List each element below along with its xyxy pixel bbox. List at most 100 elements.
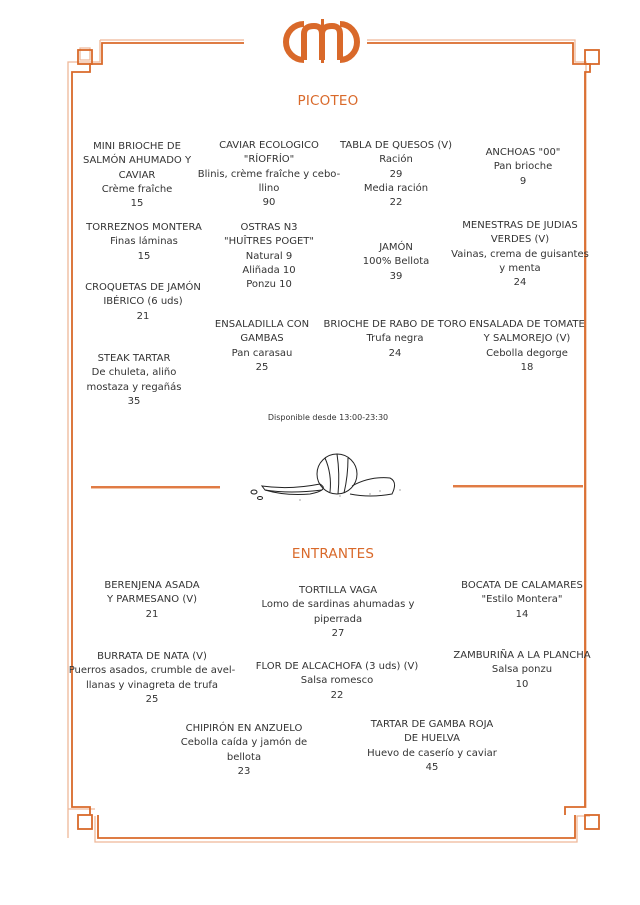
menu-item-price: 25 <box>255 361 269 373</box>
section-title-picoteo: PICOTEO <box>297 93 359 109</box>
menu-item-price: 21 <box>145 608 159 620</box>
divider-right <box>453 485 583 487</box>
menu-item: MINI BRIOCHE DE SALMÓN AHUMADO Y CAVIAR Crè… <box>52 140 222 211</box>
menu-item-description: mostaza y regañás <box>86 381 182 393</box>
menu-item-price: 24 <box>388 347 402 359</box>
menu-item: BURRATA DE NATA (V) Puerros asados, crumb… <box>67 650 237 707</box>
menu-item-description: Media ración <box>363 182 429 194</box>
menu-item-description: GAMBAS <box>240 333 284 345</box>
menu-item-description: bellota <box>226 751 262 763</box>
menu-item-description: y menta <box>499 262 541 274</box>
menu-item: ENSALADA DE TOMATE Y SALMOREJO (V) Cebolla… <box>442 318 612 375</box>
menu-item-description: Vainas, crema de guisantes <box>451 248 589 260</box>
menu-item: ENSALADILLA CON GAMBAS Pan carasau 25 <box>177 318 347 375</box>
divider-left <box>91 486 220 488</box>
menu-item-description: Ración <box>379 154 413 166</box>
menu-item-price: 27 <box>331 627 345 639</box>
menu-item-description: Trufa negra <box>366 333 424 345</box>
menu-item-name: MINI BRIOCHE DE <box>93 141 181 152</box>
menu-item-description: llanas y vinagreta de trufa <box>85 679 219 691</box>
menu-item-price: 15 <box>137 250 151 262</box>
menu-item-price: Ponzu 10 <box>246 279 292 291</box>
menu-item-name: FLOR DE ALCACHOFA (3 uds) (V) <box>255 661 419 672</box>
menu-item-price: 23 <box>237 765 251 777</box>
menu-item-name: TABLA DE QUESOS (V) <box>340 140 452 151</box>
menu-item-description: Lomo de sardinas ahumadas y <box>261 599 415 611</box>
menu-item-name: TORREZNOS MONTERA <box>86 222 202 233</box>
menu-item-price: 18 <box>520 361 534 373</box>
menu-item-name: ENSALADILLA CON <box>214 319 310 330</box>
menu-item-description: llino <box>258 182 280 194</box>
menu-item: CROQUETAS DE JAMÓN IBÉRICO (6 uds) 21 <box>58 281 228 324</box>
menu-item-price: 9 <box>519 175 527 187</box>
menu-item-description: Y PARMESANO (V) <box>107 594 197 606</box>
menu-item-name: STEAK TARTAR <box>97 353 171 364</box>
menu-item-description: De chuleta, aliño <box>91 367 177 379</box>
menu-item: JAMÓN 100% Bellota 39 <box>311 241 481 284</box>
menu-item-description: Pan carasau <box>231 347 293 359</box>
menu-item-description: Huevo de caserío y caviar <box>367 747 497 759</box>
menu-item-price: 25 <box>145 693 159 705</box>
menu-item-name: CAVIAR ECOLOGICO <box>219 140 319 151</box>
menu-item-name: JAMÓN <box>379 242 413 253</box>
menu-item-description: Natural 9 <box>245 250 293 262</box>
menu-item-description: Blinis, crème fraîche y cebo- <box>197 168 341 180</box>
menu-item-description: CAVIAR <box>118 169 156 181</box>
menu-item-price: 90 <box>262 197 276 209</box>
menu-item-price: 14 <box>515 608 529 620</box>
menu-item-name: MENESTRAS DE JUDIAS <box>462 220 578 231</box>
menu-item: TORTILLA VAGA Lomo de sardinas ahumadas y… <box>253 584 423 641</box>
menu-item-description: DE HUELVA <box>404 733 460 745</box>
availability-note: Disponible desde 13:00-23:30 <box>267 413 389 422</box>
menu-item-description: Pan brioche <box>493 161 553 173</box>
menu-item-description: piperrada <box>313 613 363 625</box>
menu-item-description: Cebolla caída y jamón de <box>180 737 308 749</box>
menu-item-name: ENSALADA DE TOMATE <box>469 319 585 330</box>
menu-item-name: BRIOCHE DE RABO DE TORO <box>323 319 467 330</box>
onion-and-peppers-sketch-icon <box>250 453 401 501</box>
menu-item-name: BOCATA DE CALAMARES <box>461 580 583 591</box>
restaurant-logo <box>283 19 360 63</box>
menu-item-description: Cebolla degorge <box>486 347 568 359</box>
menu-item-description: Salsa romesco <box>300 675 374 687</box>
menu-item: CAVIAR ECOLOGICO "RÍOFRÍO" Blinis, crème f… <box>184 139 354 210</box>
menu-item-name: ZAMBURIÑA A LA PLANCHA <box>453 650 591 661</box>
menu-item-price: 10 <box>515 678 529 690</box>
menu-item-description: "HUÎTRES POGET" <box>224 236 314 248</box>
menu-item-description: Y SALMOREJO (V) <box>483 333 571 345</box>
menu-item-price: 21 <box>136 310 150 322</box>
menu-item-description: 29 <box>389 168 403 180</box>
menu-item-price: 35 <box>127 395 141 407</box>
menu-item: BOCATA DE CALAMARES "Estilo Montera" 14 <box>437 579 607 622</box>
menu-item: ZAMBURIÑA A LA PLANCHA Salsa ponzu 10 <box>437 649 607 692</box>
menu-item-name: BURRATA DE NATA (V) <box>97 651 207 662</box>
menu-item: ANCHOAS "00" Pan brioche 9 <box>438 146 608 189</box>
menu-item-price: 22 <box>389 197 403 209</box>
menu-item-name: OSTRAS N3 <box>240 222 298 233</box>
menu-item-description: Aliñada 10 <box>242 264 296 276</box>
menu-item-description: IBÉRICO (6 uds) <box>103 296 183 308</box>
menu-item: TABLA DE QUESOS (V) Ración 29 Media ración 2… <box>311 139 481 210</box>
menu-item-price: 15 <box>130 198 144 210</box>
menu-item-name: BERENJENA ASADA <box>104 580 200 591</box>
menu-item-price: 24 <box>513 277 527 289</box>
menu-item-name: ANCHOAS "00" <box>485 147 561 158</box>
menu-item-description: "RÍOFRÍO" <box>243 154 295 166</box>
menu-item: FLOR DE ALCACHOFA (3 uds) (V) Salsa romes… <box>252 660 422 703</box>
menu-item: OSTRAS N3 "HUÎTRES POGET" Natural 9 Aliñada… <box>184 221 354 292</box>
menu-item: MENESTRAS DE JUDIAS VERDES (V) Vainas, cre… <box>435 219 605 290</box>
menu-item: CHIPIRÓN EN ANZUELO Cebolla caída y jamón… <box>159 722 329 779</box>
menu-item: TARTAR DE GAMBA ROJA DE HUELVA Huevo de ca… <box>347 718 517 775</box>
menu-item-name: CHIPIRÓN EN ANZUELO <box>185 723 303 734</box>
menu-item-description: Puerros asados, crumble de avel- <box>68 665 236 677</box>
menu-item-description: Crème fraîche <box>101 183 173 195</box>
menu-item-description: "Estilo Montera" <box>481 594 563 606</box>
menu-item-description: Finas láminas <box>110 236 178 248</box>
menu-item-name: TARTAR DE GAMBA ROJA <box>370 719 494 730</box>
menu-item-name: CROQUETAS DE JAMÓN <box>85 282 201 293</box>
menu-item-price: 39 <box>389 270 403 282</box>
menu-item: BERENJENA ASADA Y PARMESANO (V) 21 <box>67 579 237 622</box>
menu-item-description: 100% Bellota <box>362 256 430 268</box>
menu-item-name: TORTILLA VAGA <box>298 585 378 596</box>
